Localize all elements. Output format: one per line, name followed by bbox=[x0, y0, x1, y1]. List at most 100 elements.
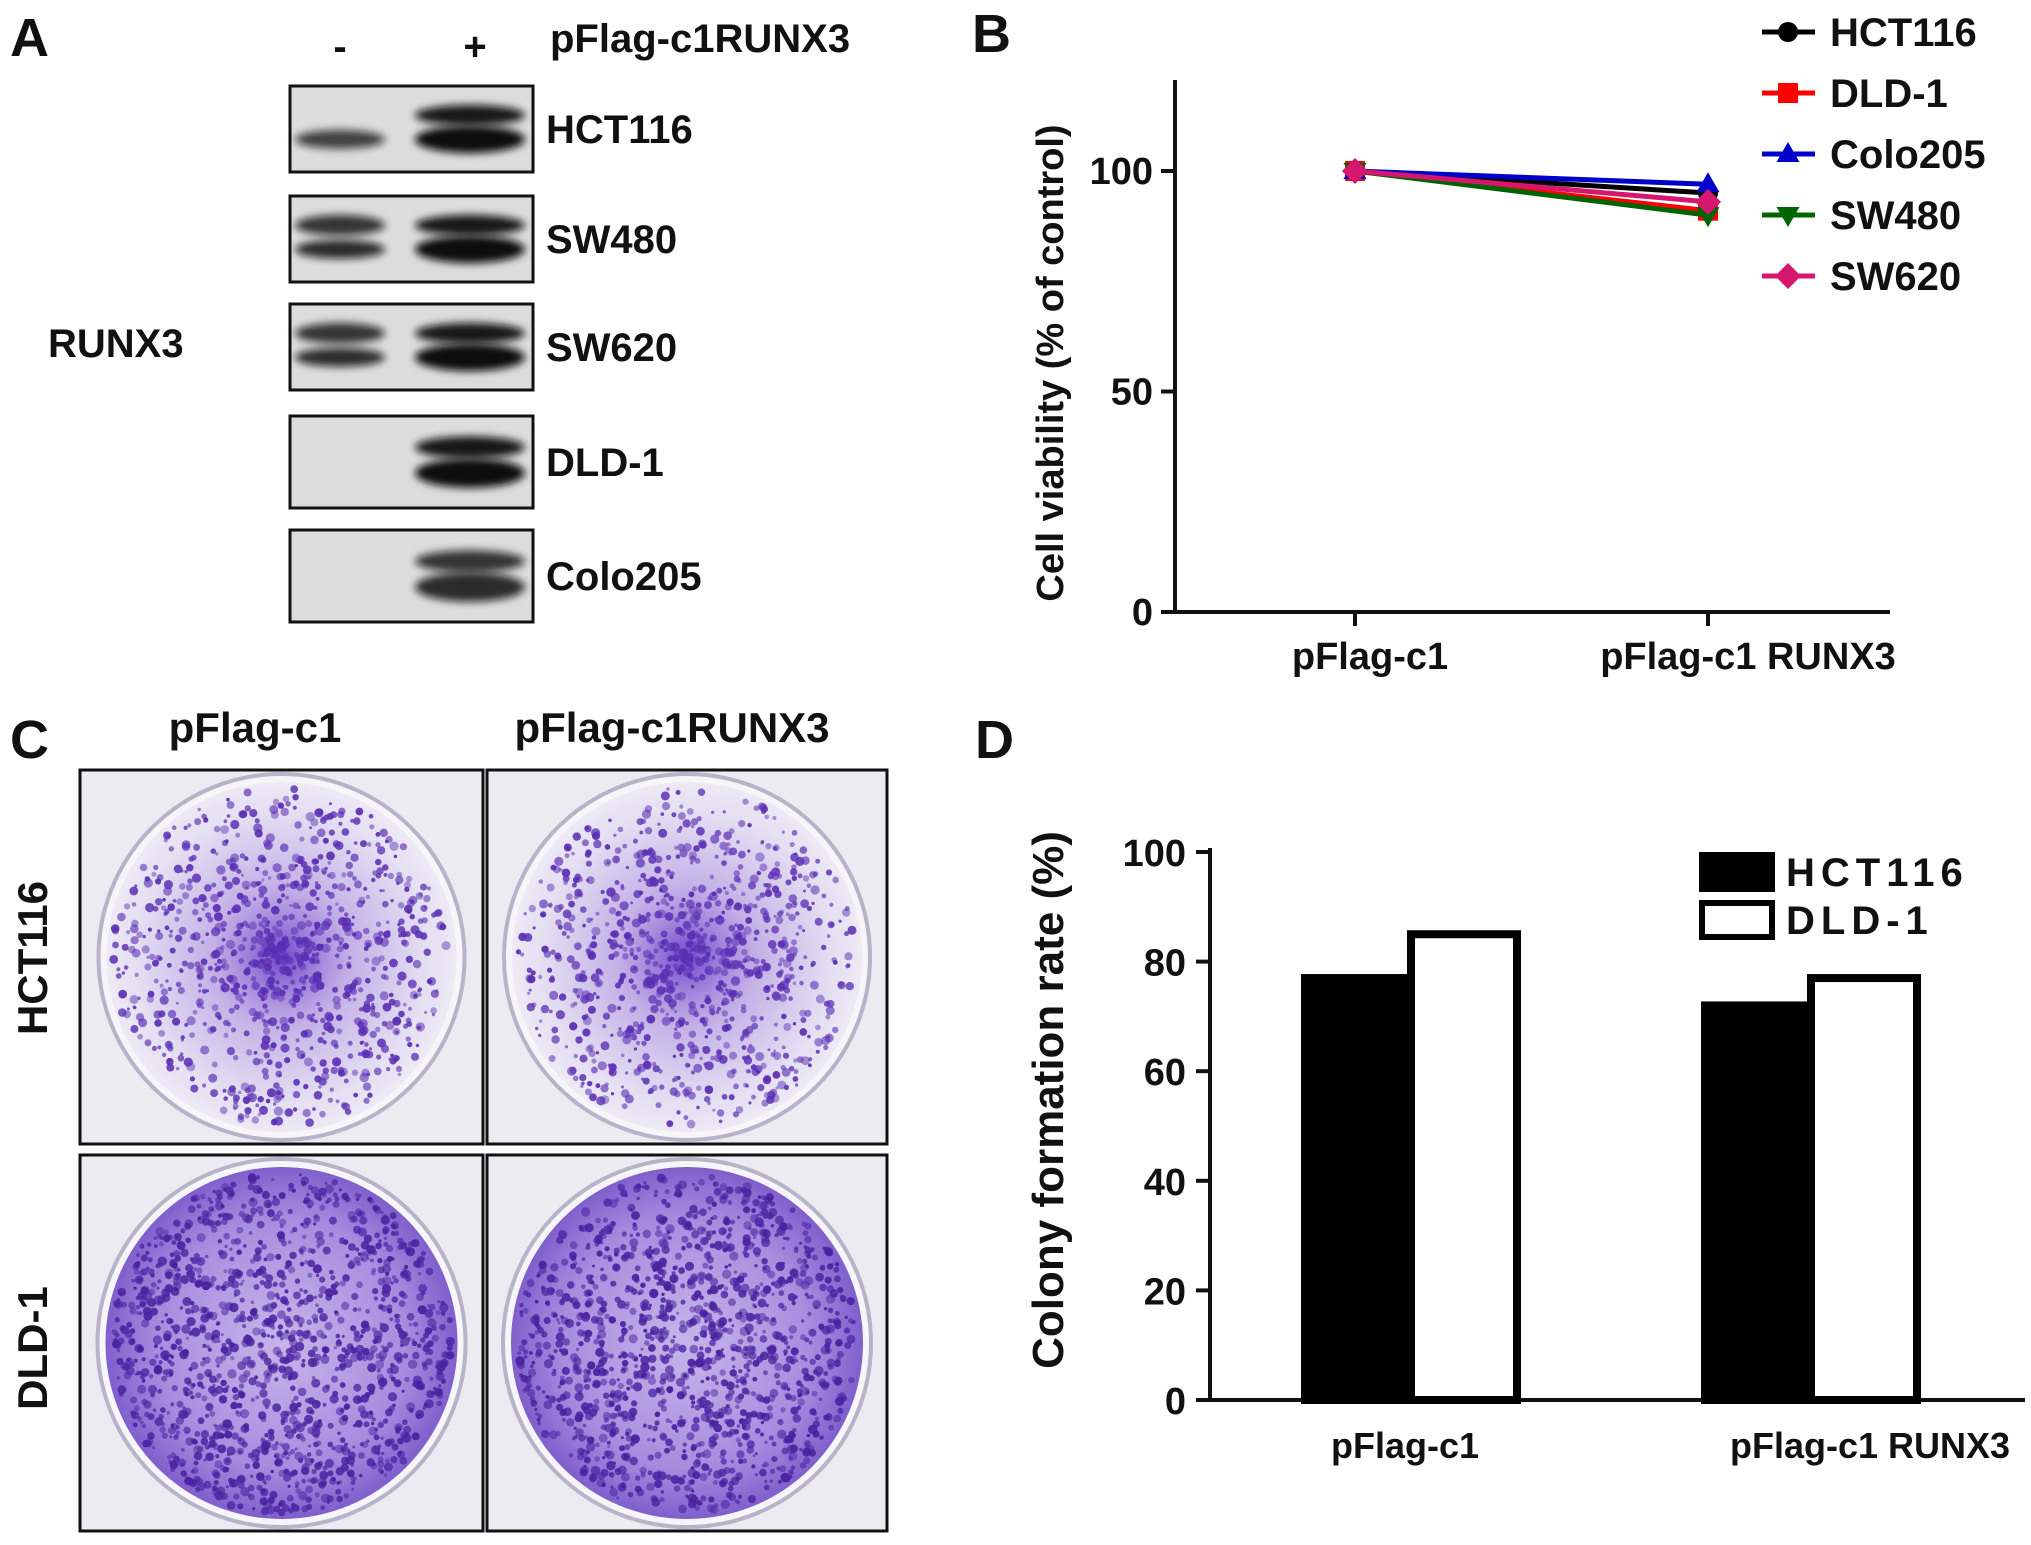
colony-dot bbox=[582, 1311, 590, 1320]
colony-dot bbox=[268, 1434, 275, 1442]
colony-dot bbox=[392, 1016, 402, 1026]
colony-dot bbox=[347, 1053, 354, 1059]
colony-dot bbox=[398, 918, 405, 925]
blot-band-upper bbox=[415, 436, 525, 459]
colony-dot bbox=[644, 1340, 650, 1346]
colony-dot bbox=[376, 846, 386, 855]
colony-dot bbox=[705, 1196, 714, 1205]
colony-dot bbox=[815, 858, 821, 864]
colony-dot bbox=[815, 1416, 819, 1421]
colony-dot bbox=[300, 1436, 306, 1442]
colony-dot bbox=[332, 1192, 338, 1198]
colony-dot bbox=[222, 1088, 227, 1093]
colony-dot bbox=[133, 1358, 138, 1363]
colony-dot bbox=[722, 1327, 728, 1333]
colony-dot bbox=[404, 886, 410, 893]
colony-dot bbox=[162, 1369, 169, 1376]
colony-dot bbox=[256, 1187, 263, 1194]
colony-dot bbox=[190, 1385, 195, 1390]
colony-dot bbox=[240, 1082, 250, 1091]
colony-dot bbox=[631, 918, 641, 928]
colony-dot bbox=[691, 1230, 700, 1239]
colony-dot bbox=[290, 1230, 294, 1234]
colony-dot bbox=[357, 1021, 365, 1029]
colony-dot bbox=[790, 1347, 799, 1356]
colony-dot bbox=[265, 1474, 272, 1481]
colony-dot bbox=[304, 1414, 314, 1424]
colony-dot bbox=[581, 839, 589, 847]
colony-dot bbox=[380, 1436, 384, 1440]
colony-dot bbox=[187, 878, 193, 884]
colony-dot bbox=[241, 1203, 247, 1209]
colony-dot bbox=[569, 1066, 577, 1074]
colony-dot bbox=[229, 1256, 235, 1262]
colony-dot bbox=[242, 1356, 251, 1366]
colony-dot bbox=[654, 910, 663, 919]
colony-dot bbox=[791, 829, 798, 836]
colony-dot bbox=[610, 1221, 616, 1227]
colony-dot bbox=[310, 818, 319, 827]
colony-dot bbox=[648, 1344, 656, 1352]
colony-dot bbox=[295, 1038, 300, 1043]
colony-dot bbox=[801, 1319, 805, 1323]
colony-dot bbox=[280, 883, 286, 889]
colony-dot bbox=[622, 1391, 627, 1396]
colony-dot bbox=[165, 979, 169, 983]
colony-dot bbox=[690, 984, 695, 989]
colony-dot bbox=[389, 1057, 397, 1065]
colony-dot bbox=[250, 1207, 257, 1215]
colony-dot bbox=[686, 1242, 693, 1249]
colony-dot bbox=[523, 1349, 529, 1355]
colony-dot bbox=[133, 1286, 137, 1291]
colony-dot bbox=[280, 807, 289, 817]
colony-dot bbox=[243, 1423, 249, 1429]
colony-dot bbox=[264, 963, 272, 971]
colony-dot bbox=[325, 1294, 333, 1301]
colony-dot bbox=[691, 1404, 695, 1409]
colony-dot bbox=[723, 852, 727, 856]
colony-dot bbox=[760, 1289, 768, 1298]
colony-dot bbox=[738, 1272, 746, 1279]
colony-dot bbox=[646, 1482, 655, 1492]
colony-dot bbox=[385, 920, 390, 925]
colony-dot bbox=[553, 865, 561, 874]
colony-dot bbox=[319, 1285, 327, 1294]
colony-dot bbox=[327, 1441, 334, 1448]
colony-dot bbox=[169, 1319, 174, 1324]
colony-dot bbox=[618, 994, 626, 1002]
colony-dot bbox=[215, 1424, 223, 1432]
colony-dot bbox=[608, 1378, 617, 1386]
colony-dot bbox=[333, 1002, 342, 1010]
colony-dot bbox=[723, 831, 732, 840]
colony-dot bbox=[250, 881, 258, 888]
colony-dot bbox=[792, 1414, 802, 1423]
colony-dot bbox=[760, 1420, 765, 1425]
colony-dot bbox=[735, 1379, 740, 1384]
colony-dot bbox=[781, 1045, 786, 1050]
colony-dot bbox=[713, 971, 718, 976]
colony-dot bbox=[278, 884, 286, 892]
colony-dot bbox=[812, 871, 819, 877]
colony-dot bbox=[632, 966, 637, 971]
colony-dot bbox=[218, 1395, 228, 1404]
colony-dot bbox=[272, 1346, 282, 1356]
colony-dot bbox=[589, 1475, 597, 1483]
colony-dot bbox=[668, 1347, 676, 1355]
colony-dot bbox=[353, 1334, 362, 1343]
colony-dot bbox=[720, 1348, 724, 1351]
colony-dot bbox=[231, 1386, 238, 1394]
colony-dot bbox=[117, 912, 126, 922]
colony-dot bbox=[633, 1382, 643, 1392]
colony-dot bbox=[691, 1048, 697, 1054]
colony-dot bbox=[439, 1323, 446, 1331]
colony-dot bbox=[378, 1377, 388, 1387]
colony-dot bbox=[232, 1268, 242, 1278]
colony-dot bbox=[329, 1394, 339, 1404]
colony-dot bbox=[635, 1040, 641, 1046]
colony-dot bbox=[746, 1359, 753, 1366]
series-line-colo205 bbox=[1354, 168, 1709, 187]
colony-dot bbox=[230, 853, 240, 863]
colony-dot bbox=[718, 1119, 723, 1124]
colony-dot bbox=[186, 1016, 196, 1026]
colony-dot bbox=[373, 1067, 382, 1076]
